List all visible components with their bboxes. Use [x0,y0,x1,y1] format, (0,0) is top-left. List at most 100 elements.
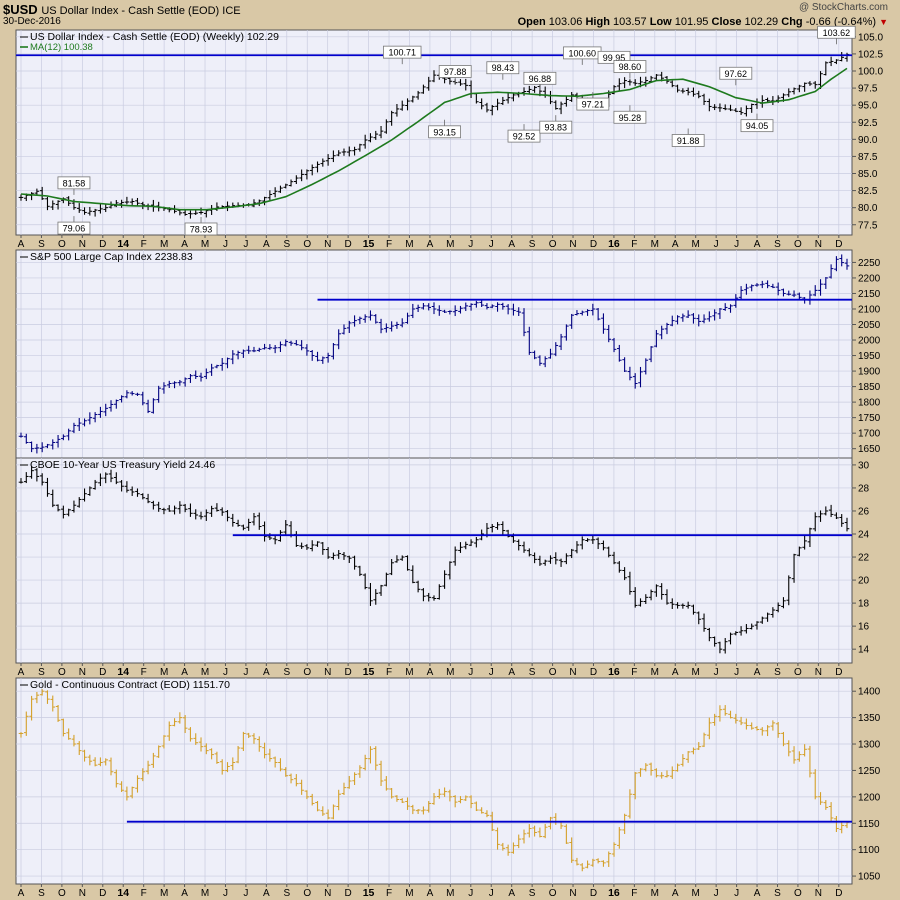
x-tick-label: D [345,239,352,250]
ohlc-bar [532,552,537,564]
ohlc-bar [669,598,675,610]
ohlc-bar [786,575,792,606]
ohlc-bar [685,87,691,96]
ohlc-bar [468,795,474,809]
x-tick-label: J [243,239,248,250]
ohlc-bar [378,584,384,596]
ohlc-bar [452,546,458,566]
ohlc-bar [511,92,516,102]
x-tick-label: M [405,888,413,899]
ohlc-bar [611,85,617,95]
ohlc-bar [389,321,394,332]
callout-label: 97.88 [444,67,467,77]
ohlc-bar [124,481,130,493]
callout-box [184,222,218,236]
x-tick-label: 15 [363,887,375,899]
x-tick-label: M [201,239,209,250]
ohlc-bar [468,539,474,547]
ohlc-bar [87,412,93,425]
ohlc-bar [151,398,156,414]
ohlc-bar [574,541,580,554]
ohlc-bar [357,316,363,325]
ohlc-bar [818,510,823,522]
ohlc-bar [458,79,463,86]
ohlc-bar [389,787,394,799]
x-tick-label: A [18,888,25,899]
ohlc-bar [712,104,717,111]
y-tick-label: 90.0 [858,135,878,146]
ohlc-bar [394,555,400,563]
y-tick-label: 80.0 [858,203,878,214]
ohlc-bar [145,493,151,504]
y-tick-label: 1800 [858,398,881,409]
ohlc-bar [669,315,675,327]
ohlc-bar [812,512,818,532]
ohlc-bar [489,523,495,533]
price-callout: 97.62 [719,66,753,86]
x-tick-label: D [345,667,352,678]
ohlc-bar [188,210,193,219]
y-tick-label: 1950 [858,351,881,362]
x-tick-label: J [714,667,719,678]
ohlc-bar [643,76,649,87]
x-tick-label: M [651,239,659,250]
ohlc-bar [664,770,670,778]
ohlc-bar [452,305,458,317]
x-tick-label: N [569,888,576,899]
ohlc-bar [505,529,511,538]
price-callout: 97.21 [576,92,610,111]
x-tick-label: D [99,667,106,678]
ohlc-bar [828,264,834,279]
x-tick-label: O [58,667,66,678]
ohlc-bar [754,725,760,731]
ohlc-bar [161,507,167,515]
ohlc-bar [579,310,585,316]
ohlc-bar [320,356,326,364]
ohlc-bar [262,196,267,206]
panel-background [15,677,853,885]
ohlc-bar [717,103,723,112]
ohlc-bar [114,399,119,409]
y-tick-label: 20 [858,576,870,587]
x-tick-label: F [386,667,392,678]
ohlc-bar [632,771,638,800]
ohlc-bar [55,435,61,448]
x-tick-label: F [631,667,637,678]
ohlc-bar [320,158,326,167]
ohlc-bar [558,101,564,115]
x-tick-label: 16 [608,666,620,678]
ohlc-bar [744,718,749,730]
x-tick-label: S [774,239,781,250]
ohlc-bar [421,84,426,94]
ohlc-bar [140,768,146,782]
ohlc-bar [145,760,151,775]
y-tick-label: 2050 [858,320,881,331]
x-tick-label: D [99,888,106,899]
x-tick-label: S [774,888,781,899]
price-callout: 92.52 [507,124,541,143]
callout-label: 98.60 [619,62,642,72]
ohlc-bar [341,324,347,335]
ohlc-bar [791,553,797,583]
ohlc-bar [431,595,437,601]
x-tick-label: O [794,667,802,678]
ohlc-bar [262,521,267,542]
ohlc-bar [209,505,214,517]
ohlc-bar [135,775,140,793]
x-tick-label: S [283,239,290,250]
ohlc-bar [119,480,124,492]
ohlc-bar [701,732,707,748]
ohlc-bar [394,795,400,802]
ohlc-bar [66,728,71,740]
ohlc-bar [807,81,813,86]
ohlc-bar [108,757,114,776]
ohlc-bar [728,632,733,645]
ohlc-bar [87,754,93,766]
ohlc-bar [564,95,569,107]
ohlc-bar [595,858,601,864]
ohlc-bar [251,346,257,353]
ohlc-bar [839,821,845,834]
ohlc-bar [569,92,574,102]
ohlc-bar [436,788,442,799]
